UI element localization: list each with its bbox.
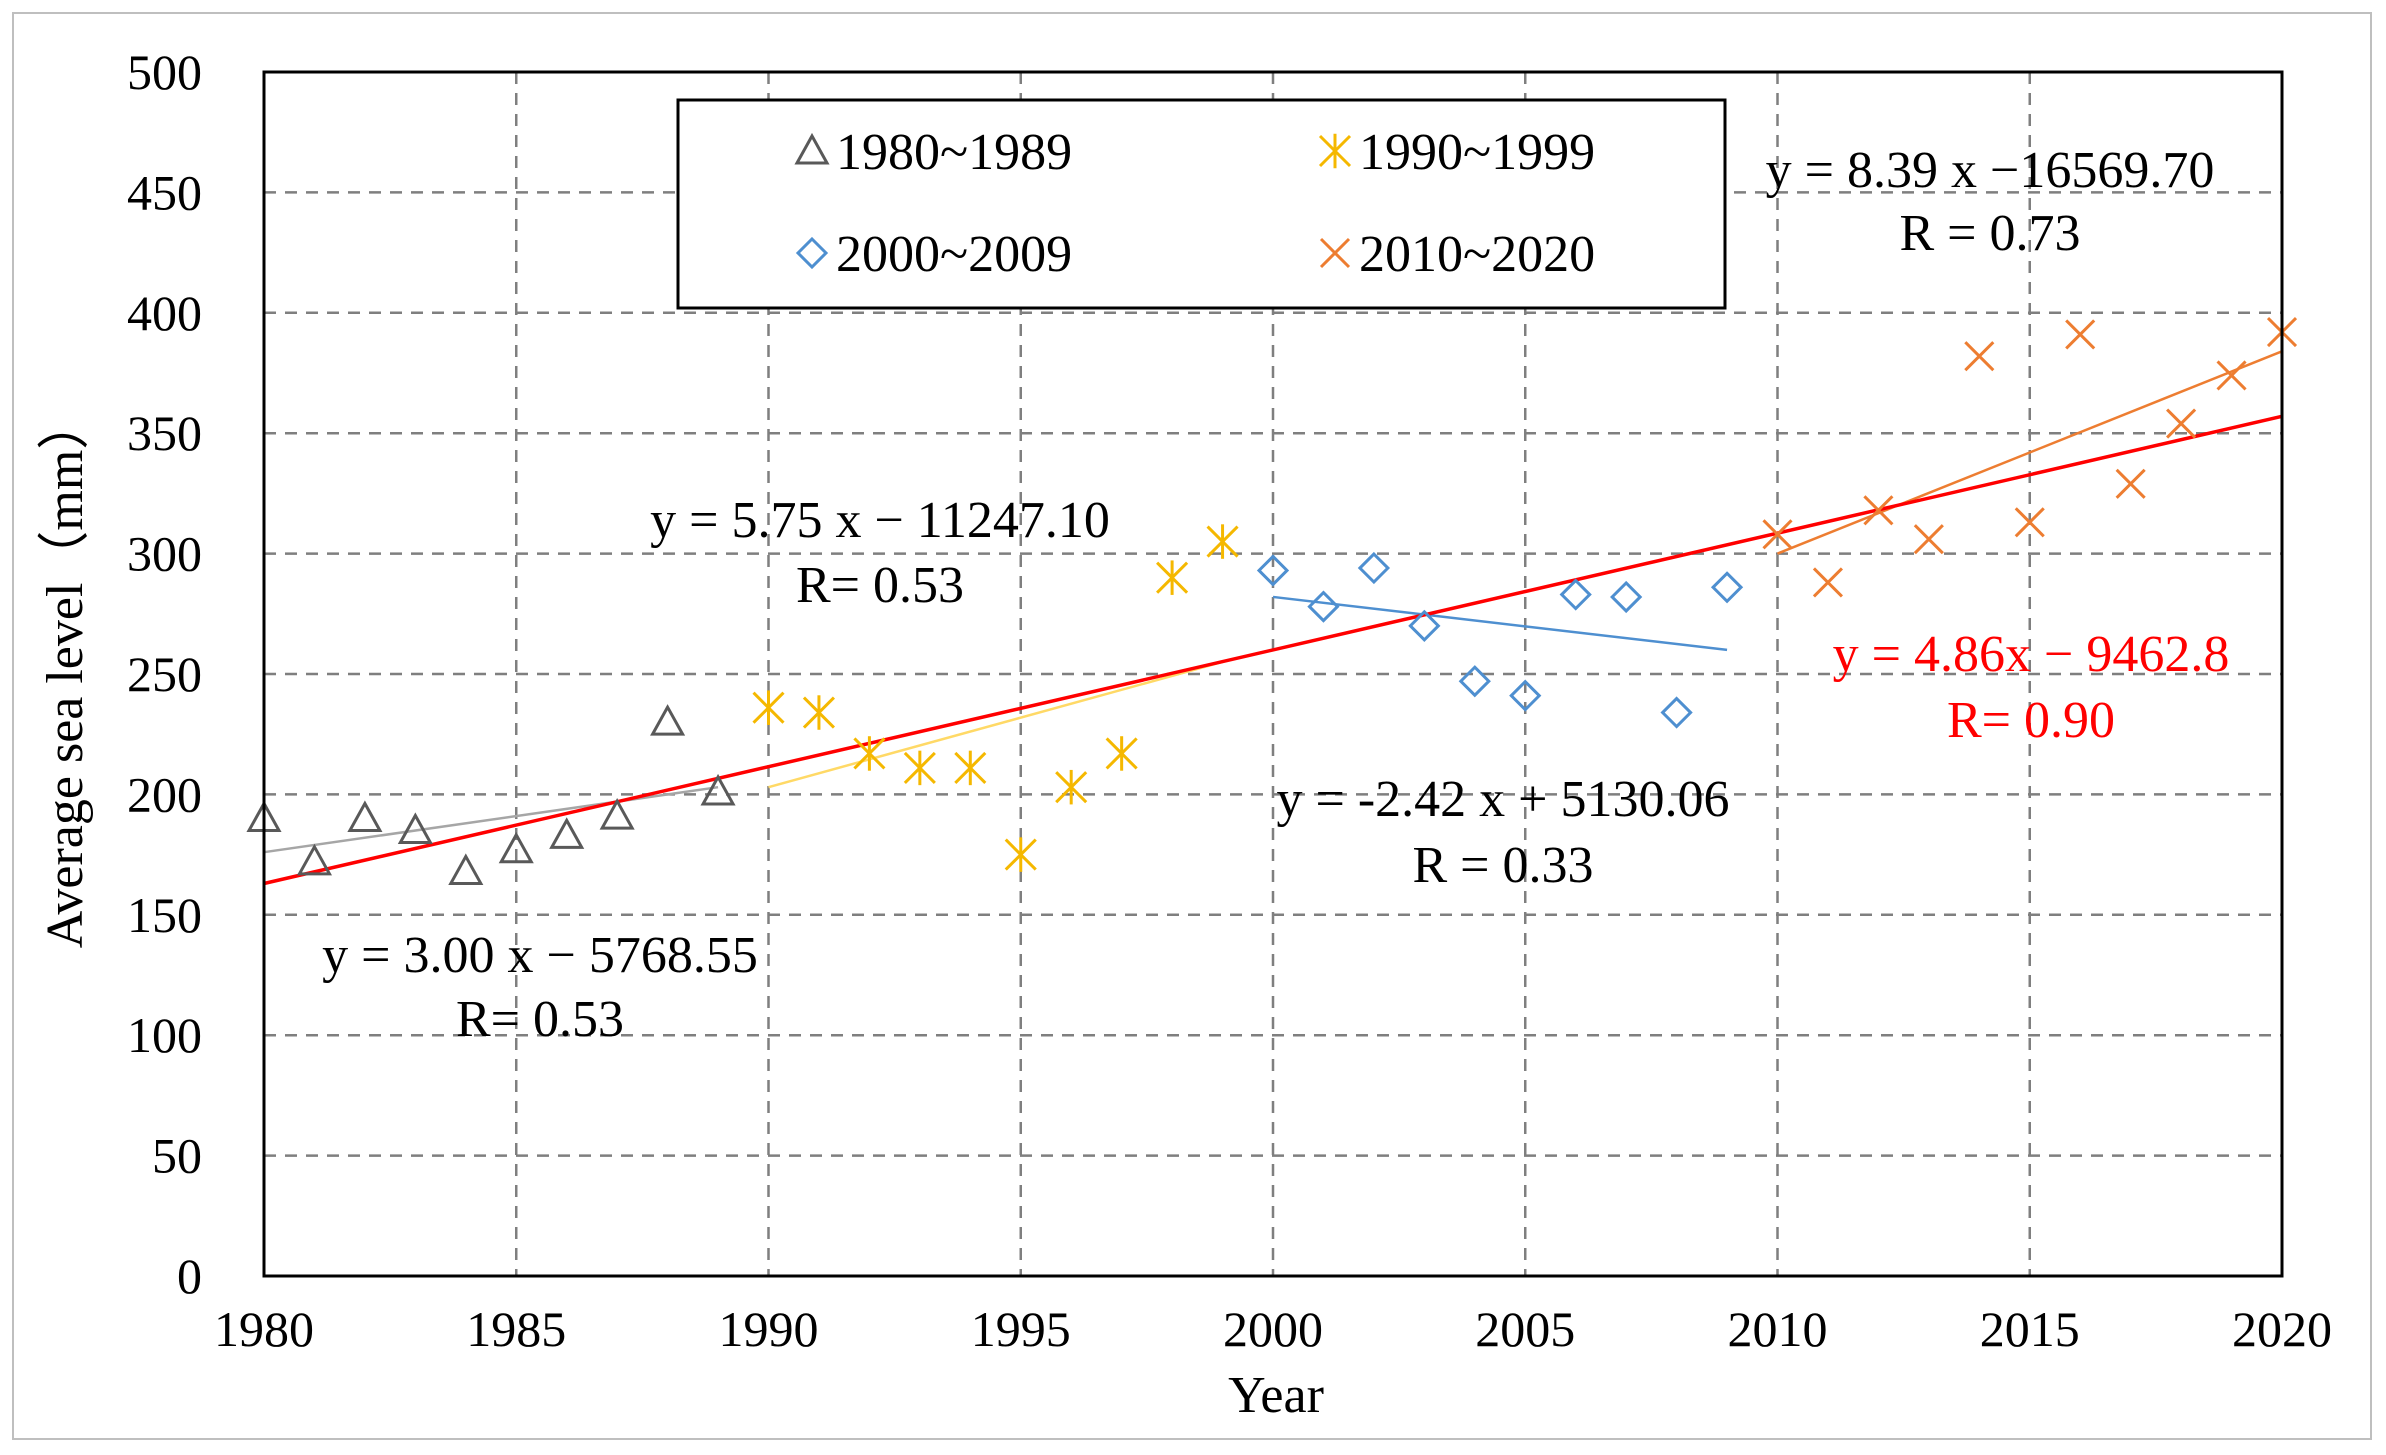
point-2010-2020-2018 (2166, 408, 2197, 439)
point-2000-2009-2008 (1660, 696, 1693, 729)
y-tick-label: 250 (127, 646, 202, 702)
legend: 1980~1989 1990~1999 2000~2009 2010~2020 (676, 98, 1727, 310)
r-value-1980s: R= 0.53 (456, 991, 624, 1048)
y-tick-label: 450 (127, 164, 202, 220)
point-2010-2020-2012 (1863, 495, 1894, 526)
point-2000-2009-2003 (1408, 609, 1441, 642)
x-tick-label: 2005 (1475, 1301, 1575, 1357)
point-2010-2020-2015 (2014, 507, 2045, 538)
y-axis-title: Average sea level（mm） (37, 398, 94, 949)
y-tick-label: 0 (177, 1248, 202, 1304)
point-2010-2020-2016 (2065, 319, 2096, 350)
x-tick-label: 1990 (719, 1301, 819, 1357)
point-1990-1999-1997 (1105, 736, 1138, 771)
point-2000-2009-2001 (1307, 590, 1340, 623)
point-2010-2020-2014 (1964, 341, 1995, 372)
point-2000-2009-2009 (1710, 571, 1744, 604)
x-tick-label: 1995 (971, 1301, 1071, 1357)
point-1990-1999-1996 (1055, 769, 1088, 805)
y-tick-labels: 0 50 100 150 200 250 300 350 400 450 500 (127, 44, 202, 1304)
y-tick-label: 200 (127, 766, 202, 822)
point-1990-1999-1991 (802, 695, 836, 730)
point-1980-1989-1987 (599, 797, 635, 830)
plot-border (262, 70, 2284, 1278)
point-2000-2009-2006 (1559, 578, 1592, 611)
point-2000-2009-2005 (1509, 679, 1542, 712)
point-2010-2020-2011 (1812, 567, 1844, 598)
point-1990-1999-1992 (853, 736, 886, 771)
point-2010-2020-2013 (1913, 524, 1944, 555)
y-tick-label: 100 (127, 1007, 202, 1063)
legend-label-2010-2020: 2010~2020 (1359, 226, 1595, 283)
point-2000-2009-2004 (1458, 665, 1491, 698)
annotation-1990s: y = 5.75 x − 11247.10 R= 0.53 (650, 492, 1110, 614)
data-points (246, 317, 2298, 885)
x-tick-label: 2020 (2232, 1301, 2332, 1357)
y-tick-label: 350 (127, 405, 202, 461)
r-value-1990s: R= 0.53 (796, 557, 964, 614)
legend-marker-1990-1999 (1318, 133, 1352, 169)
legend-box (676, 98, 1727, 310)
point-2000-2009-2000 (1256, 554, 1290, 587)
point-2010-2020-2010 (1762, 519, 1793, 550)
trendline-2010-2020 (1777, 350, 2283, 555)
y-tick-label: 400 (127, 285, 202, 341)
legend-label-1980-1989: 1980~1989 (836, 124, 1072, 181)
legend-marker-2010-2020 (1319, 237, 1351, 269)
point-1980-1989-1981 (296, 843, 332, 876)
point-2010-2020-2019 (2216, 360, 2247, 391)
x-tick-labels: 1980 1985 1990 1995 2000 2005 2010 2015 2020 (214, 1301, 2332, 1357)
point-1980-1989-1989 (700, 773, 736, 806)
annotation-2010s: y = 8.39 x −16569.70 R = 0.73 (1766, 142, 2215, 262)
point-1980-1989-1984 (448, 853, 484, 885)
point-1990-1999-1999 (1206, 524, 1239, 559)
equation-overall: y = 4.86x − 9462.8 (1833, 626, 2230, 683)
r-value-2010s: R = 0.73 (1899, 205, 2080, 262)
equation-1990s: y = 5.75 x − 11247.10 (650, 492, 1110, 549)
x-tick-label: 2015 (1980, 1301, 2080, 1357)
point-2000-2009-2007 (1610, 580, 1643, 614)
equation-1980s: y = 3.00 x − 5768.55 (322, 927, 758, 984)
point-1980-1989-1988 (650, 704, 686, 736)
point-1990-1999-1994 (954, 750, 987, 786)
y-tick-label: 50 (152, 1128, 202, 1184)
x-tick-label: 2000 (1223, 1301, 1323, 1357)
r-value-2000s: R = 0.33 (1412, 837, 1593, 894)
point-1990-1999-1998 (1156, 560, 1189, 595)
point-1980-1989-1986 (549, 817, 585, 849)
point-2010-2020-2017 (2115, 468, 2146, 499)
point-1980-1989-1985 (498, 831, 534, 864)
annotation-overall: y = 4.86x − 9462.8 R= 0.90 (1833, 626, 2230, 749)
legend-label-2000-2009: 2000~2009 (836, 226, 1072, 283)
trendline-1980-1989 (263, 785, 719, 854)
point-2000-2009-2002 (1357, 551, 1391, 585)
legend-label-1990-1999: 1990~1999 (1359, 124, 1595, 181)
point-1990-1999-1990 (752, 690, 785, 725)
point-1980-1989-1982 (347, 800, 383, 832)
trendline-2000-2009 (1272, 595, 1728, 652)
trendline-1990-1999 (768, 660, 1223, 789)
y-tick-label: 150 (127, 887, 202, 943)
y-tick-label: 300 (127, 526, 202, 582)
r-value-overall: R= 0.90 (1947, 692, 2115, 749)
point-1990-1999-1995 (1004, 837, 1037, 872)
y-tick-label: 500 (127, 44, 202, 100)
equation-2000s: y = -2.42 x + 5130.06 (1277, 771, 1730, 828)
legend-marker-1980-1989 (794, 132, 830, 165)
x-tick-label: 2010 (1728, 1301, 1828, 1357)
point-1980-1989-1983 (397, 812, 433, 845)
trendline-overall (263, 414, 2283, 886)
x-tick-label: 1980 (214, 1301, 314, 1357)
legend-marker-2000-2009 (795, 236, 829, 270)
annotation-1980s: y = 3.00 x − 5768.55 R= 0.53 (322, 927, 758, 1048)
equation-2010s: y = 8.39 x −16569.70 (1766, 142, 2215, 199)
annotation-2000s: y = -2.42 x + 5130.06 R = 0.33 (1277, 771, 1730, 894)
x-tick-label: 1985 (466, 1301, 566, 1357)
point-1990-1999-1993 (903, 750, 936, 786)
trend-lines (263, 350, 2283, 886)
x-axis-title: Year (1228, 1367, 1324, 1424)
